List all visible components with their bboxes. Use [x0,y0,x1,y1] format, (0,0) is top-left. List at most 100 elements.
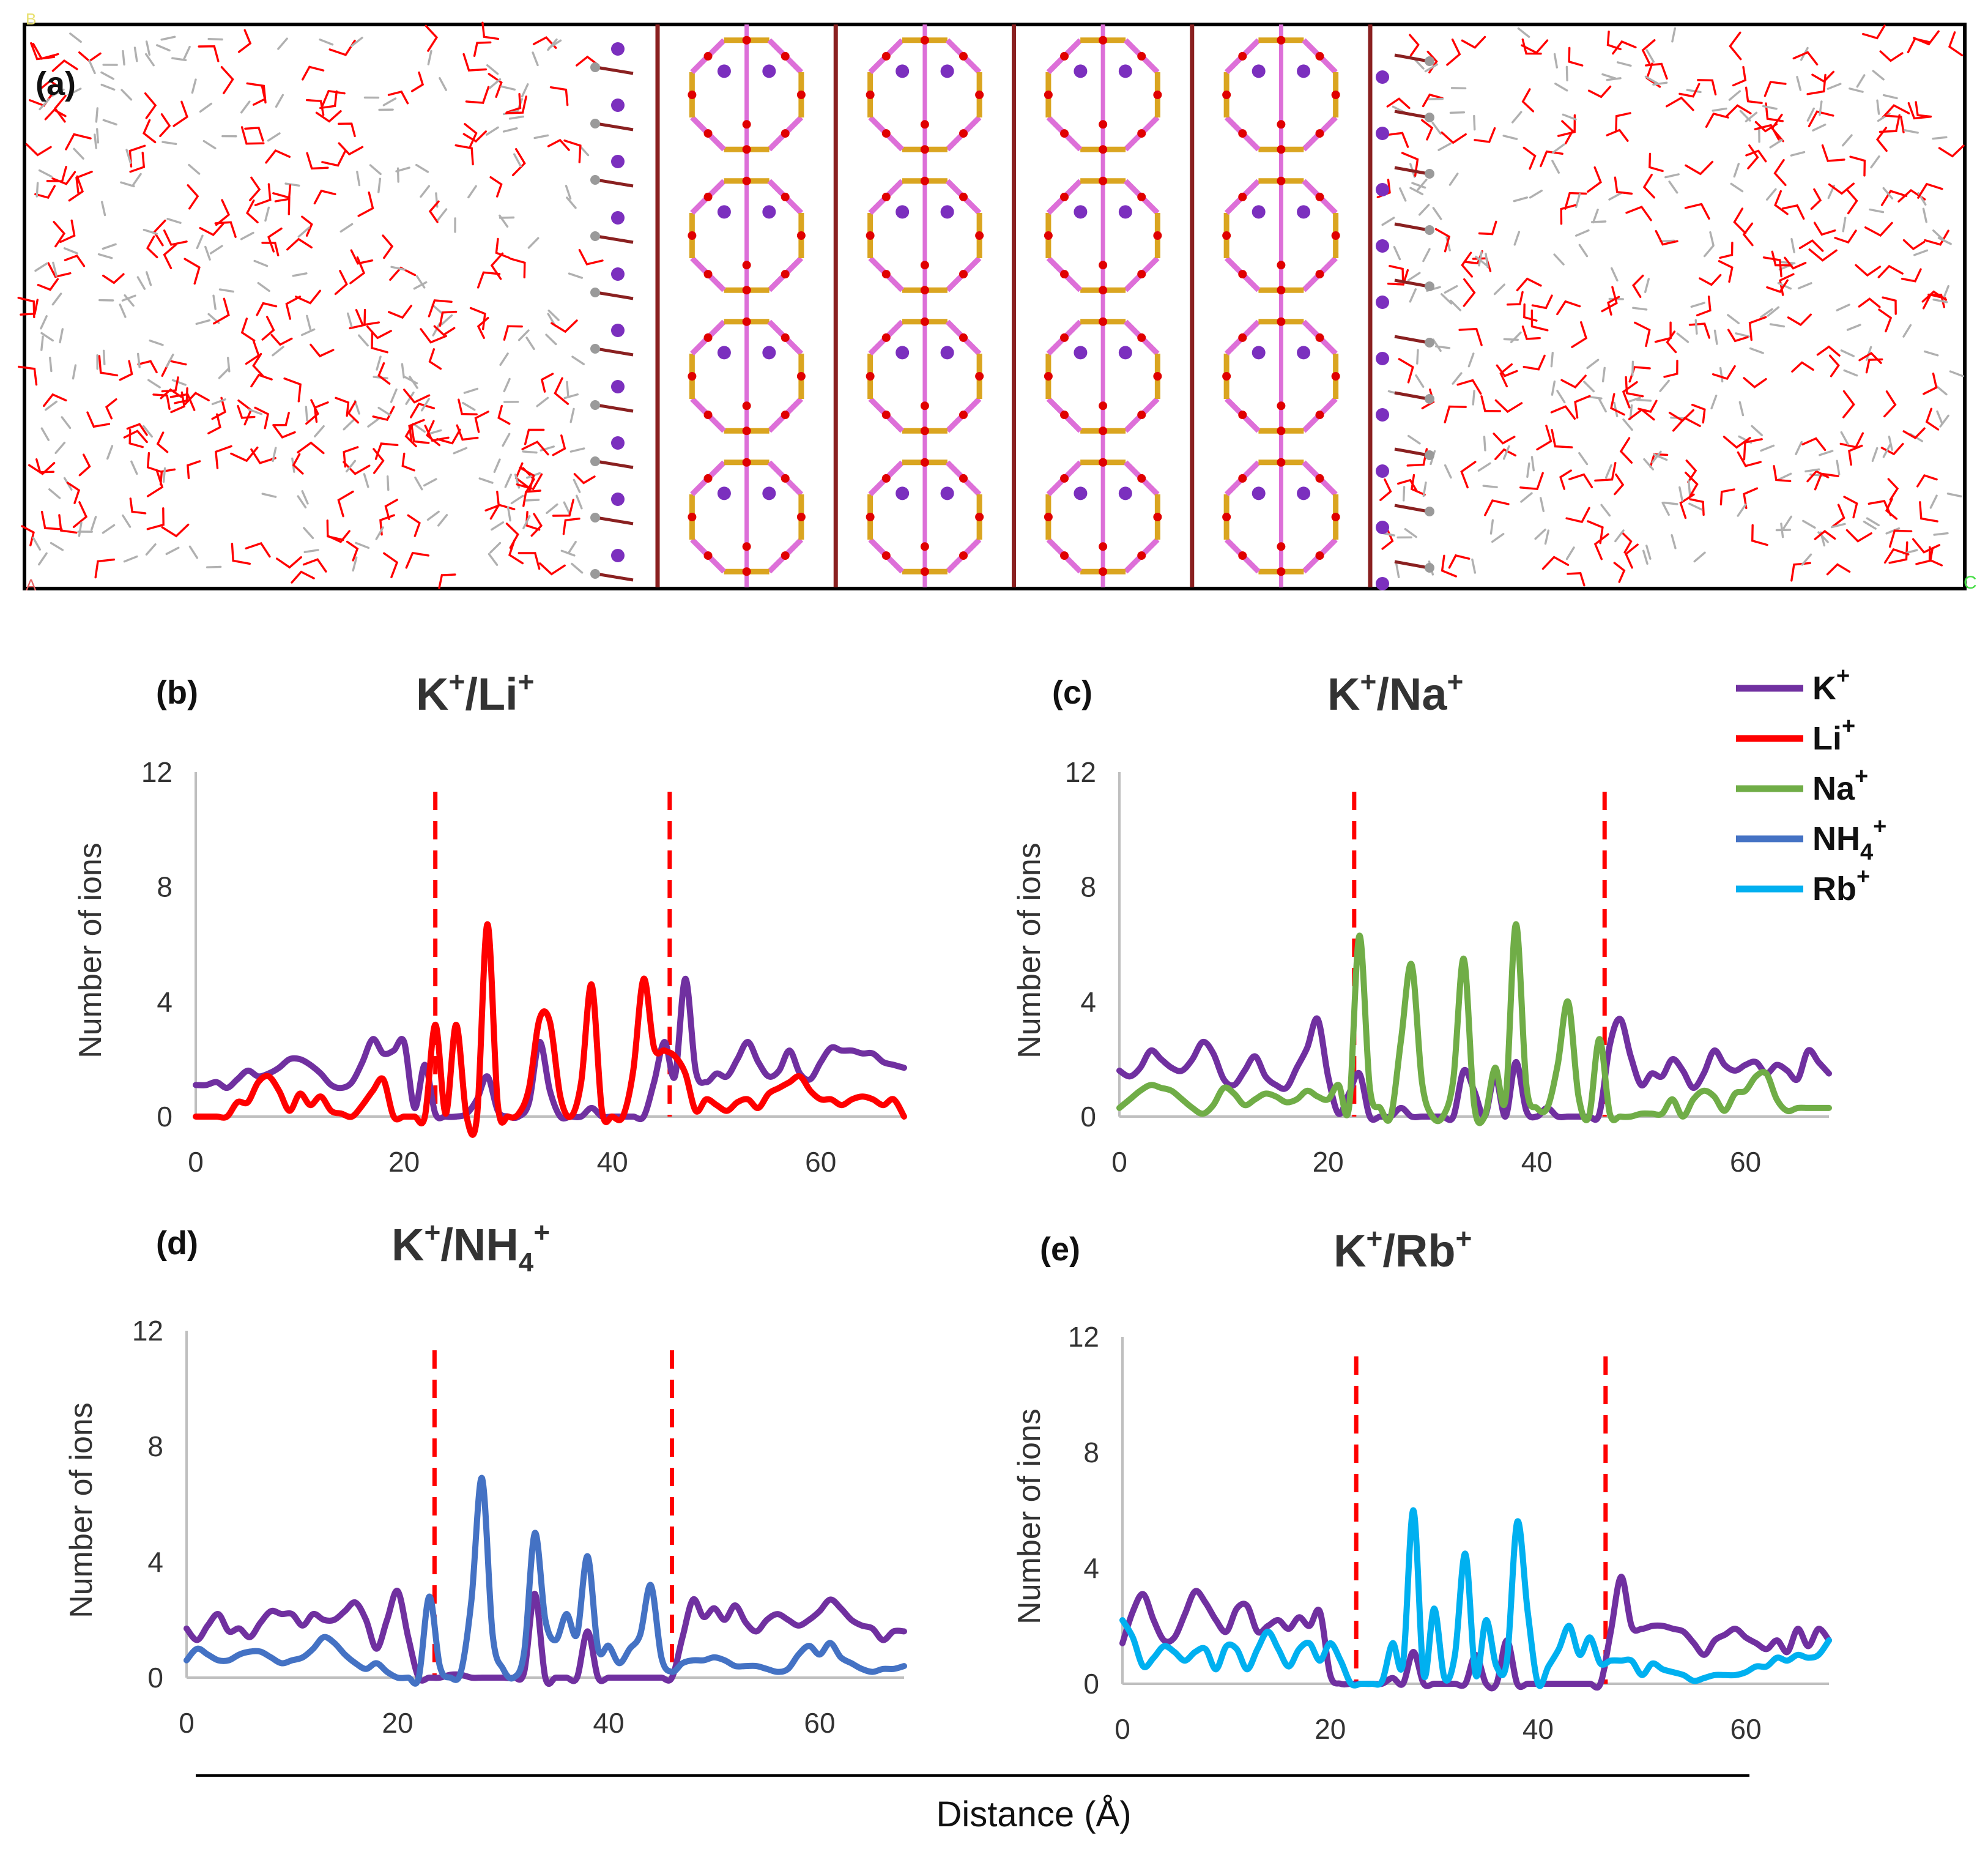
water-molecule [547,138,570,151]
water-hydrogen-bond [267,132,281,142]
water-molecule [428,299,453,318]
x-tick-label: 20 [388,1146,420,1178]
water-hydrogen-bond [521,83,529,98]
framework-oxygen [1099,120,1108,129]
water-hydrogen-bond [1416,178,1428,192]
water-hydrogen-bond [1491,533,1505,543]
water-molecule [237,29,252,53]
water-molecule [578,248,604,266]
framework-cation [611,99,625,112]
framework-oxygen [959,411,968,420]
water-molecule [1806,470,1830,483]
water-molecule [1842,390,1855,418]
water-hydrogen-bond [1659,379,1670,392]
water-hydrogen-bond [1942,284,1949,300]
framework-oxygen [1315,551,1324,560]
water-molecule [105,398,117,420]
water-hydrogen-bond [253,259,269,267]
water-hydrogen-bond [212,294,217,310]
framework-oxygen [688,91,697,99]
water-hydrogen-bond [240,231,254,240]
water-hydrogen-bond [1418,204,1430,216]
water-hydrogen-bond [95,128,100,144]
x-tick-label: 40 [1523,1713,1554,1745]
water-hydrogen-bond [1513,231,1521,246]
surface-hydroxyl [1394,504,1429,513]
water-hydrogen-bond [119,303,127,318]
water-molecule [1397,478,1418,493]
water-hydrogen-bond [284,182,300,187]
water-molecule [1688,322,1710,339]
water-molecule [215,445,232,469]
water-molecule [231,543,251,565]
framework-cation [1118,486,1132,500]
framework-oxygen [959,51,968,61]
water-hydrogen-bond [1578,244,1589,258]
water-hydrogen-bond [547,309,560,321]
water-hydrogen-bond [1502,445,1510,460]
water-molecule [1614,473,1625,496]
framework-oxygen [742,458,751,467]
water-molecule [576,55,599,67]
water-hydrogen-bond [106,445,114,460]
water-molecule [1845,188,1858,215]
water-hydrogen-bond [124,294,135,307]
water-hydrogen-bond [67,87,82,96]
water-molecule [161,523,190,538]
water-molecule [1826,563,1851,576]
water-molecule [401,452,415,472]
y-axis-title: Number of ions [1012,842,1047,1058]
water-molecule [1496,364,1518,377]
water-molecule [1521,88,1535,113]
water-molecule [126,423,148,436]
water-molecule [552,434,566,456]
framework-oxygen [796,91,806,99]
water-molecule [40,510,63,530]
surface-hydrogen [1425,450,1434,460]
framework-oxygen [920,458,929,467]
framework-oxygen [742,120,751,129]
water-hydrogen-bond [573,478,581,493]
x-tick-label: 20 [1313,1146,1344,1178]
water-molecule [237,404,256,419]
water-hydrogen-bond [453,447,468,455]
water-hydrogen-bond [1668,180,1678,194]
framework-oxygen [866,372,875,381]
framework-oxygen [742,145,751,154]
water-molecule [1642,174,1655,199]
water-hydrogen-bond [567,541,577,554]
water-molecule [240,318,256,342]
water-molecule [1828,182,1855,195]
water-hydrogen-bond [196,234,204,250]
water-molecule [207,413,221,434]
water-hydrogen-bond [1407,272,1421,281]
water-molecule [1536,425,1552,451]
water-molecule [1888,529,1913,548]
water-molecule [1587,85,1612,99]
framework-oxygen [1277,426,1286,436]
water-hydrogen-bond [1632,307,1648,311]
surface-hydroxyl [1394,222,1429,232]
water-molecule [240,126,265,145]
framework-cation [611,549,625,562]
water-hydrogen-bond [439,76,447,91]
water-molecule [283,377,302,403]
water-molecule [404,423,417,447]
y-tick-label: 4 [1083,1552,1099,1584]
water-hydrogen-bond [369,164,382,176]
water-hydrogen-bond [1801,553,1812,566]
water-molecule [1923,372,1938,395]
surface-hydroxyl [1394,166,1429,176]
water-molecule [1808,110,1834,127]
series-line-k [193,975,907,1123]
framework-oxygen [1099,35,1108,45]
water-molecule [1821,144,1845,162]
water-molecule [1790,562,1811,582]
water-molecule [66,482,81,504]
water-hydrogen-bond [257,281,270,292]
water-hydrogen-bond [97,253,113,259]
water-hydrogen-bond [1687,480,1691,496]
water-molecule [1879,50,1904,62]
water-hydrogen-bond [100,201,106,217]
water-molecule [554,377,569,405]
